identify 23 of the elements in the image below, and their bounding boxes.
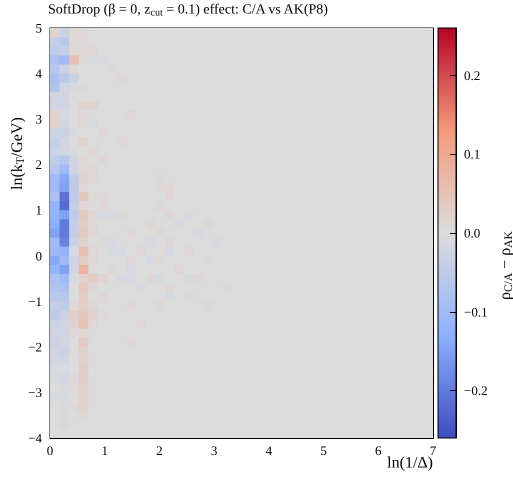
y-tick-label: 4 bbox=[36, 66, 42, 82]
color-bar-label: 0.2 bbox=[464, 68, 480, 83]
y-tick-label: −1 bbox=[28, 294, 42, 309]
y-tick-label: 3 bbox=[36, 112, 42, 127]
y-tick-label: 5 bbox=[36, 20, 42, 36]
x-tick-label: 6 bbox=[375, 443, 382, 458]
y-axis-title: ln(kT/GeV) bbox=[9, 117, 28, 190]
x-tick-label: 0 bbox=[46, 443, 54, 458]
x-tick-label: 3 bbox=[210, 443, 218, 458]
color-bar-label: 0.1 bbox=[464, 146, 480, 162]
x-tick-label: 2 bbox=[156, 443, 163, 458]
y-tick-label: 1 bbox=[36, 202, 42, 218]
x-tick-label: 5 bbox=[320, 443, 327, 458]
color-bar-label: 0.0 bbox=[464, 226, 480, 240]
y-tick-label: −4 bbox=[28, 430, 42, 446]
x-tick-label: 1 bbox=[101, 443, 108, 458]
x-tick-label: 4 bbox=[266, 443, 273, 458]
y-tick-label: 0 bbox=[36, 248, 42, 264]
y-tick-label: −2 bbox=[28, 339, 42, 354]
color-bar-label: −0.1 bbox=[464, 304, 488, 320]
y-tick-label: 2 bbox=[36, 157, 42, 172]
y-tick-label: −3 bbox=[28, 384, 42, 400]
color-bar-label: −0.2 bbox=[464, 383, 488, 398]
